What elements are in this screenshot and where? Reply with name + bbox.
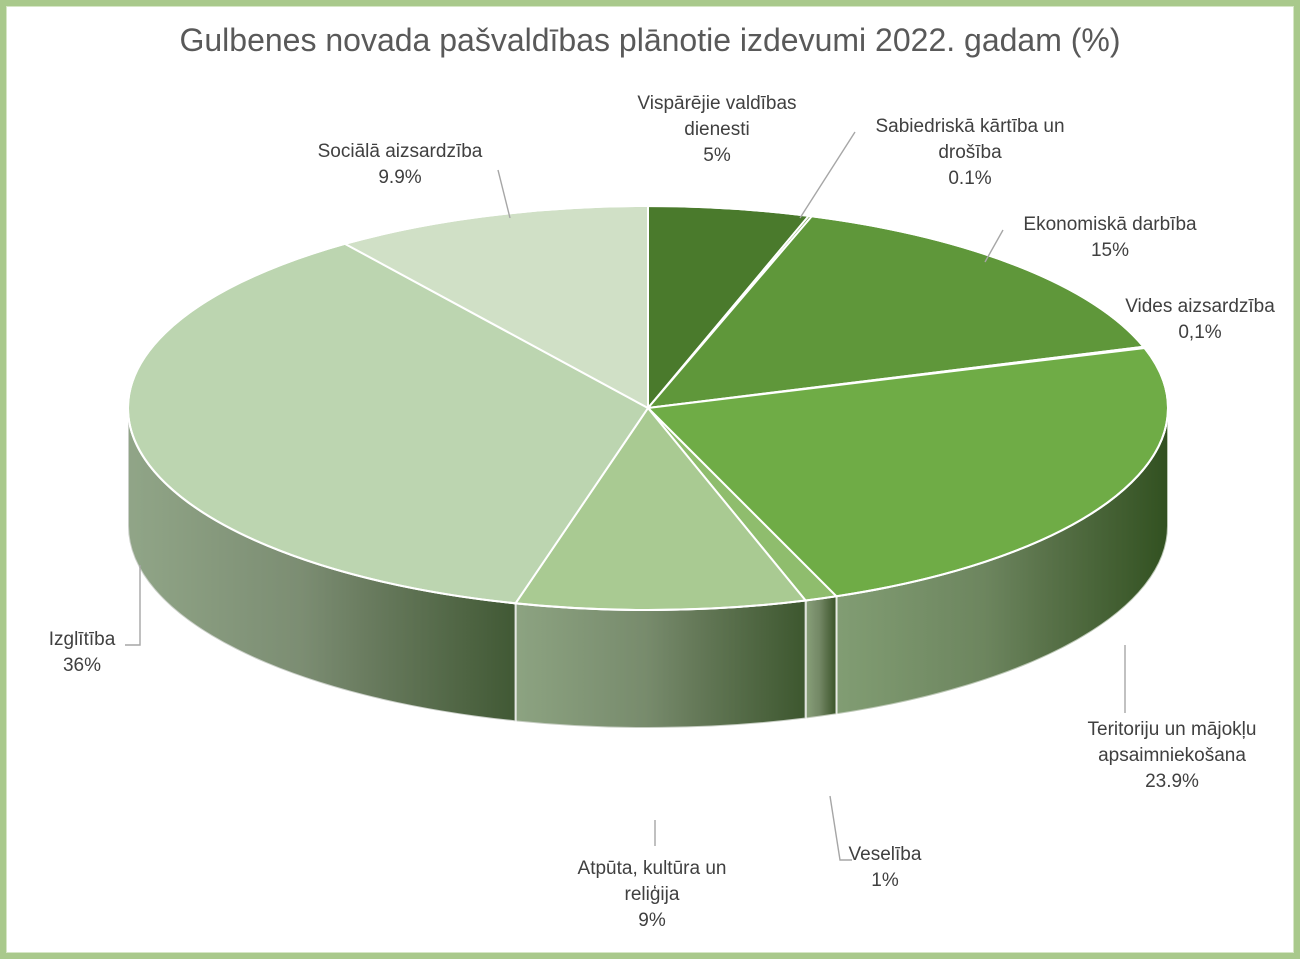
slice-value-label: 23.9%: [1145, 771, 1199, 792]
slice-name-label: Sabiedriskā kārtība un: [875, 116, 1064, 137]
pie-slice-side-tint: [515, 600, 806, 728]
slice-value-label: 15%: [1091, 240, 1129, 261]
slice-label: Ekonomiskā darbība 15%: [1023, 214, 1197, 261]
slice-label: Vispārējie valdības dienesti 5%: [637, 93, 796, 166]
slice-label: Atpūta, kultūra un reliģija 9%: [578, 858, 727, 931]
slice-value-label: 9.9%: [378, 167, 421, 188]
slice-value-label: 0.1%: [948, 168, 991, 189]
slice-value-label: 5%: [703, 145, 731, 166]
leader-line: [984, 229, 1004, 263]
slice-value-label: 1%: [871, 870, 899, 891]
slice-name-label: Vides aizsardzība: [1125, 296, 1275, 317]
slice-name-label: Atpūta, kultūra un: [578, 858, 727, 879]
pie-rim: [127, 205, 1169, 611]
slice-name-label: Ekonomiskā darbība: [1023, 214, 1197, 235]
slice-value-label: 36%: [63, 655, 101, 676]
pie-slice-side-tint: [128, 408, 516, 722]
slice-label: Teritoriju un mājokļu apsaimniekošana 23.9…: [1088, 719, 1257, 792]
leader-line: [829, 795, 852, 861]
slice-name-label: Teritoriju un mājokļu: [1088, 719, 1257, 740]
slice-value-label: 0,1%: [1178, 322, 1221, 343]
slice-name-label: reliģija: [625, 884, 680, 905]
slice-label: Sabiedriskā kārtība un drošība 0.1%: [875, 116, 1064, 189]
slice-name-label: dienesti: [684, 119, 750, 140]
slice-name-label: Veselība: [849, 844, 922, 865]
slice-label: Sociālā aizsardzība 9.9%: [318, 141, 483, 188]
pie-slice-side-tint: [805, 596, 837, 719]
leader-line: [125, 565, 141, 646]
leader-line: [799, 131, 856, 219]
leader-line: [497, 169, 511, 219]
slice-name-label: Sociālā aizsardzība: [318, 141, 483, 162]
slice-name-label: Vispārējie valdības: [637, 93, 796, 114]
chart-title: Gulbenes novada pašvaldības plānotie izd…: [179, 22, 1121, 58]
slice-label: Veselība 1%: [849, 844, 922, 891]
slice-name-label: Izglītība: [49, 629, 116, 650]
slice-name-label: drošība: [938, 142, 1002, 163]
slice-label: Vides aizsardzība 0,1%: [1125, 296, 1275, 343]
pie-slice-side-tint: [836, 408, 1168, 715]
slice-value-label: 9%: [638, 910, 666, 931]
slice-label: Izglītība 36%: [49, 629, 116, 676]
slice-name-label: apsaimniekošana: [1098, 745, 1246, 766]
